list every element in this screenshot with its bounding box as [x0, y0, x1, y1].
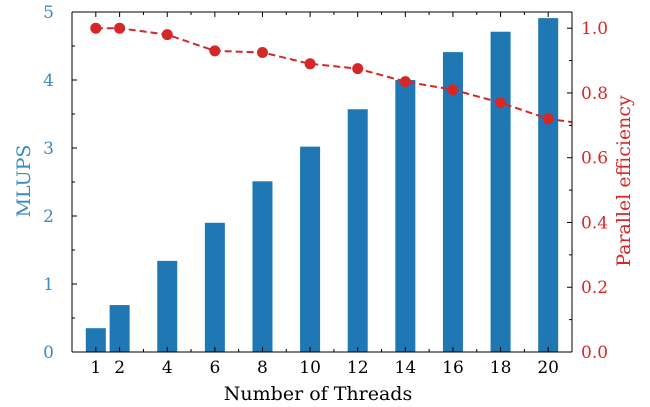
y-right-tick-label: 1.0: [581, 19, 608, 39]
efficiency-point: [542, 113, 554, 125]
efficiency-point: [352, 63, 364, 75]
efficiency-line: [95, 27, 573, 124]
bar: [204, 222, 225, 352]
y-right-tick-label: 0.4: [581, 213, 608, 233]
efficiency-point: [447, 84, 459, 96]
bar: [157, 260, 178, 352]
x-tick-label: 18: [490, 358, 512, 378]
y-axis-right-label: Parallel efficiency: [613, 95, 635, 267]
x-tick-label: 14: [395, 358, 417, 378]
bar: [252, 181, 273, 352]
y-right-tick-label: 0.8: [581, 84, 608, 104]
efficiency-point: [90, 22, 102, 34]
y-left-tick-label: 0: [43, 343, 54, 363]
x-tick-label: 8: [257, 358, 268, 378]
x-tick-label: 16: [442, 358, 464, 378]
bar: [85, 328, 106, 352]
y-right-tick-label: 0.2: [581, 278, 608, 298]
x-tick-label: 4: [162, 358, 173, 378]
y-left-tick-label: 5: [43, 3, 54, 23]
efficiency-point: [256, 46, 268, 58]
efficiency-point: [114, 22, 126, 34]
x-tick-label: 2: [114, 358, 125, 378]
y-left-tick-label: 2: [43, 207, 54, 227]
y-right-tick-label: 0.6: [581, 149, 608, 169]
bar: [109, 305, 130, 352]
y-left-tick-label: 1: [43, 275, 54, 295]
y-axis-left-label: MLUPS: [13, 145, 35, 218]
bar: [490, 31, 511, 352]
efficiency-point: [304, 58, 316, 70]
bar: [538, 18, 559, 353]
bar: [395, 80, 416, 352]
ticks: 1 2 4 6 8 10 12 14 16 18 200123450.00.20.40.60.81.…: [43, 3, 608, 378]
bar: [347, 109, 368, 353]
efficiency-point: [209, 45, 221, 57]
y-right-tick-label: 0.0: [581, 343, 608, 363]
x-tick-label: 1: [90, 358, 101, 378]
bar: [300, 146, 321, 352]
x-axis-label: Number of Threads: [224, 383, 412, 405]
x-tick-label: 12: [347, 358, 369, 378]
efficiency-point: [399, 76, 411, 88]
y-left-tick-label: 4: [43, 71, 54, 91]
efficiency-series: [90, 22, 573, 125]
efficiency-point: [161, 29, 173, 41]
x-tick-label: 10: [299, 358, 321, 378]
bar: [442, 52, 463, 353]
x-tick-label: 20: [537, 358, 559, 378]
y-left-tick-label: 3: [43, 139, 54, 159]
x-tick-label: 6: [209, 358, 220, 378]
efficiency-point: [495, 97, 507, 109]
bar-series: [85, 18, 559, 353]
